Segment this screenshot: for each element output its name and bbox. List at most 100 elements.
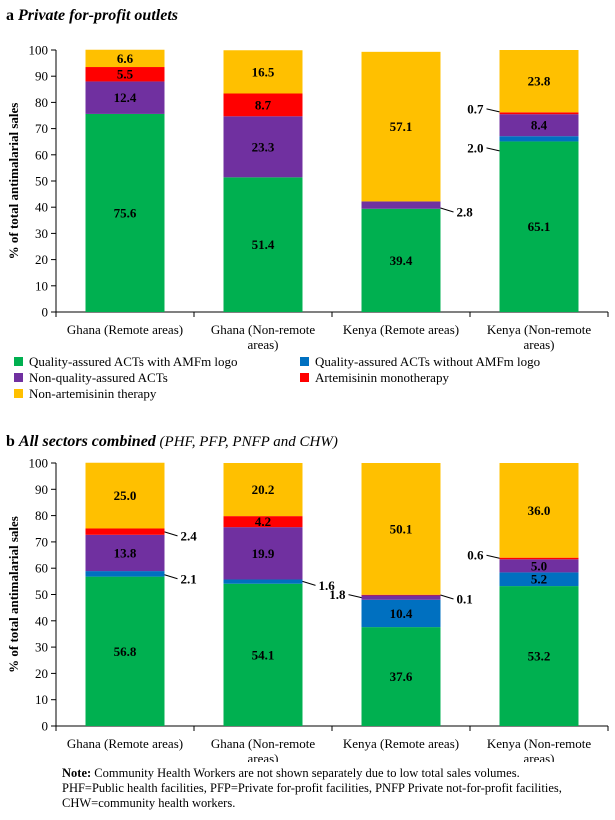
legend-swatch-non_qa_act — [14, 373, 23, 382]
bar-segment-amt — [85, 528, 165, 535]
data-label: 5.5 — [117, 67, 134, 82]
callout-leader — [440, 207, 454, 213]
x-category-label: Kenya (Remote areas) — [343, 322, 459, 337]
bar-segment-qa_amfm — [361, 208, 441, 312]
bar-segment-qa_amfm — [223, 177, 303, 312]
legend-label: Non-quality-assured ACTs — [29, 370, 168, 385]
data-label: 23.8 — [528, 74, 551, 89]
bar-segment-non_qa_act — [361, 201, 441, 209]
bar-segment-non_art — [499, 50, 579, 113]
note-line-1: Community Health Workers are not shown s… — [91, 766, 520, 780]
bar-segment-qa_amfm — [223, 583, 303, 726]
data-label: 5.2 — [531, 572, 547, 587]
bar-segment-non_qa_act — [499, 114, 579, 137]
data-label: 19.9 — [252, 546, 275, 561]
legend-swatch-non_art — [14, 389, 23, 398]
panel-letter: a — [6, 7, 18, 24]
data-label: 51.4 — [252, 237, 275, 252]
y-tick-label: 40 — [35, 200, 48, 215]
x-category-label: Kenya (Non-remote — [487, 736, 592, 751]
x-category-label: Kenya (Remote areas) — [343, 736, 459, 751]
y-tick-label: 90 — [35, 69, 48, 84]
x-category-label: Ghana (Remote areas) — [67, 322, 183, 337]
y-tick-label: 30 — [35, 226, 48, 241]
y-tick-label: 50 — [35, 587, 48, 602]
y-tick-label: 20 — [35, 252, 48, 267]
data-label: 65.1 — [528, 219, 551, 234]
bar-segment-qa_amfm — [85, 576, 165, 726]
data-label: 2.0 — [467, 140, 483, 155]
callout-leader — [302, 580, 316, 586]
data-label: 6.6 — [117, 51, 134, 66]
legend-swatch-amt — [300, 373, 309, 382]
note-line-2: PHF=Public health facilities, PFP=Privat… — [62, 781, 562, 795]
bar-segment-non_qa_act — [85, 534, 165, 572]
data-label: 0.6 — [467, 548, 484, 563]
data-label: 16.5 — [252, 64, 275, 79]
legend-label: Quality-assured ACTs without AMFm logo — [315, 354, 540, 369]
y-tick-label: 60 — [35, 561, 48, 576]
bar-segment-non_art — [361, 51, 441, 202]
chart-title: a Private for-profit outlets — [6, 7, 178, 24]
bar-segment-qa_no_amfm — [499, 572, 579, 587]
bar-segment-qa_amfm — [85, 113, 165, 312]
callout-leader — [164, 574, 178, 580]
panel-subtitle: (PHF, PFP, PNFP and CHW) — [156, 434, 338, 450]
data-label: 2.4 — [181, 528, 198, 543]
data-label: 1.8 — [329, 587, 346, 602]
y-tick-label: 40 — [35, 613, 48, 628]
bar-segment-non_qa_act — [361, 595, 441, 600]
callout-leader — [348, 594, 362, 599]
legend-swatch-qa_no_amfm — [300, 357, 309, 366]
bar-segment-qa_amfm — [499, 141, 579, 312]
callout-leader — [164, 531, 178, 537]
data-label: 0.7 — [467, 101, 484, 116]
bar-segment-amt — [499, 112, 579, 115]
bar-segment-qa_no_amfm — [361, 599, 441, 628]
y-tick-label: 80 — [35, 95, 48, 110]
bar-segment-non_qa_act — [223, 116, 303, 178]
panel-title: Private for-profit outlets — [17, 7, 178, 24]
bar-segment-qa_no_amfm — [223, 579, 303, 584]
y-tick-label: 50 — [35, 174, 48, 189]
bar-segment-non_art — [85, 462, 165, 529]
y-tick-label: 10 — [35, 692, 48, 707]
bar-segment-amt — [223, 516, 303, 528]
y-tick-label: 100 — [29, 456, 49, 471]
data-label: 37.6 — [390, 669, 413, 684]
bar-segment-non_art — [85, 49, 165, 68]
bar-segment-qa_amfm — [499, 586, 579, 726]
x-category-label: areas) — [523, 751, 554, 762]
bar-segment-non_art — [499, 463, 579, 558]
y-tick-label: 90 — [35, 482, 48, 497]
data-label: 23.3 — [252, 139, 275, 154]
bar-segment-amt — [85, 67, 165, 82]
bar-segment-non_qa_act — [499, 559, 579, 573]
note-label: Note: — [62, 766, 92, 780]
chart-title: b All sectors combined (PHF, PFP, PNFP a… — [6, 433, 338, 450]
y-tick-label: 80 — [35, 508, 48, 523]
data-label: 36.0 — [528, 503, 551, 518]
chart-panel-b: b All sectors combined (PHF, PFP, PNFP a… — [6, 433, 609, 762]
data-label: 54.1 — [252, 647, 275, 662]
data-label: 25.0 — [114, 488, 137, 503]
data-label: 2.8 — [457, 204, 474, 219]
data-label: 75.6 — [114, 205, 137, 220]
bar-segment-non_art — [223, 463, 303, 517]
bar-segment-non_qa_act — [85, 81, 165, 114]
y-tick-label: 10 — [35, 278, 48, 293]
y-tick-label: 70 — [35, 121, 48, 136]
data-label: 2.1 — [181, 571, 197, 586]
y-tick-label: 0 — [42, 305, 49, 320]
data-label: 0.1 — [457, 592, 473, 607]
figure-note: Note: Community Health Workers are not s… — [62, 766, 607, 811]
y-tick-label: 0 — [42, 719, 49, 734]
data-label: 8.7 — [255, 97, 272, 112]
bar-segment-amt — [361, 594, 441, 596]
callout-leader — [440, 594, 454, 600]
chart-canvas: a Private for-profit outlets % of total a… — [6, 7, 609, 762]
chart-panel-a: a Private for-profit outlets % of total a… — [6, 7, 609, 401]
bar-segment-qa_amfm — [361, 627, 441, 726]
data-label: 5.0 — [531, 558, 547, 573]
x-category-label: Ghana (Non-remote — [211, 322, 316, 337]
